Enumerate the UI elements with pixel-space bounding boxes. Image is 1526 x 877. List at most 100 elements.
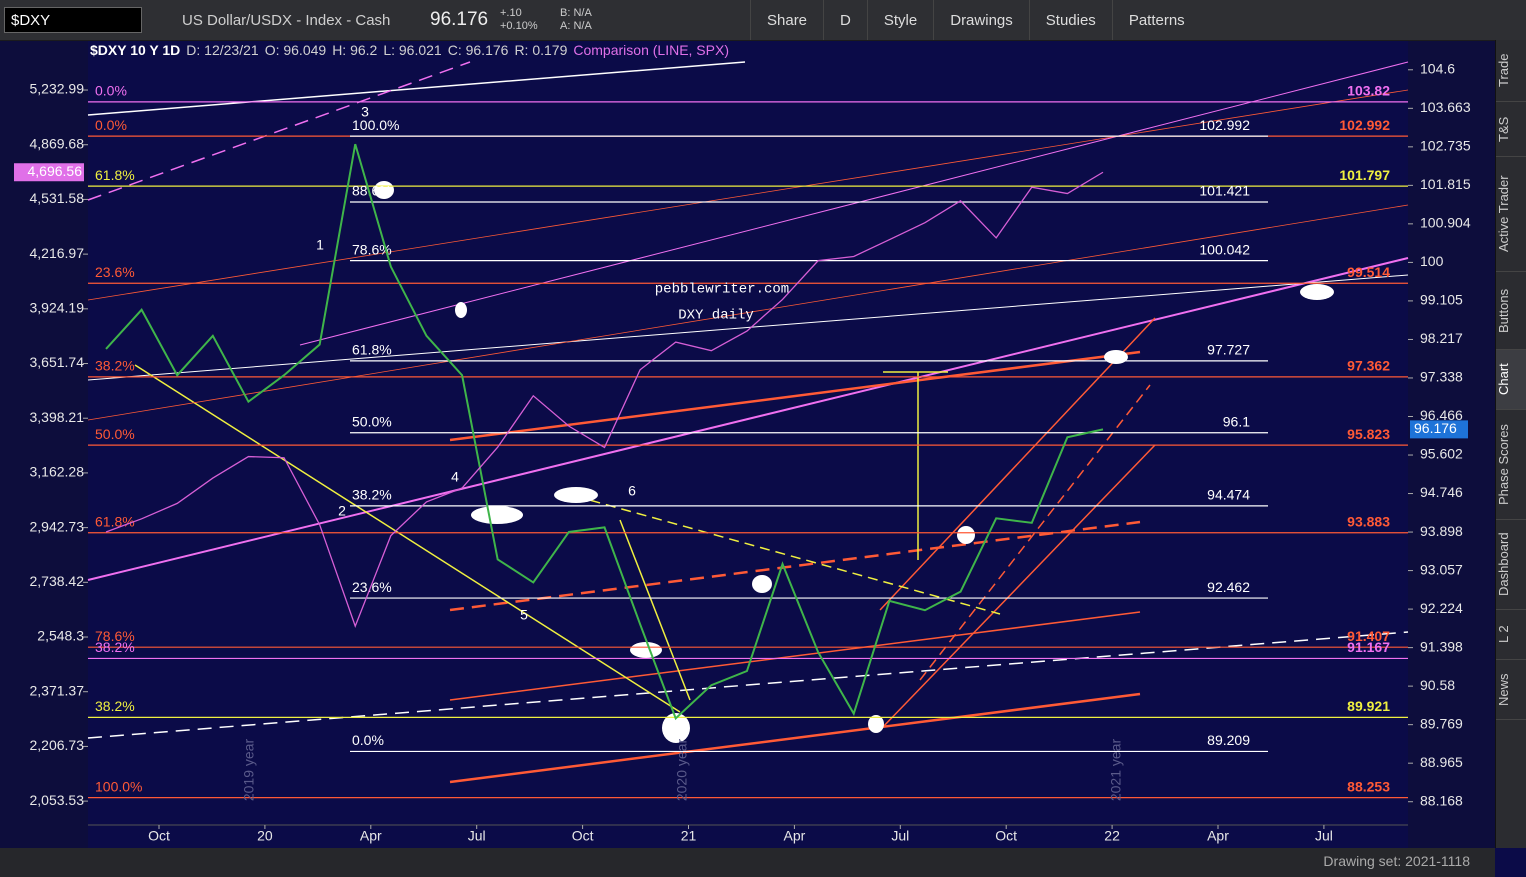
change-block: +.10 +0.10% xyxy=(500,7,560,33)
wave-label: 2 xyxy=(338,503,346,519)
fib-percent: 61.8% xyxy=(95,513,135,529)
drawing xyxy=(957,526,975,544)
drawing xyxy=(87,89,1409,301)
drawing xyxy=(87,631,1409,739)
fib-price: 97.727 xyxy=(1207,342,1250,358)
toolbar-button[interactable]: Studies xyxy=(1028,0,1112,40)
y-tick-label: 98.217 xyxy=(1420,330,1463,346)
y-tick-label: 100 xyxy=(1420,253,1444,269)
x-tick-label: Apr xyxy=(784,828,806,844)
toolbar-button[interactable]: Share xyxy=(750,0,823,40)
chart-background xyxy=(0,40,1495,848)
annotation: DXY daily xyxy=(678,308,754,324)
change: +.10 xyxy=(500,7,522,19)
y2-tick-label: 4,869.68 xyxy=(30,135,85,151)
drawing xyxy=(1104,350,1128,364)
fib-percent: 38.2% xyxy=(95,639,135,655)
wave-label: 5 xyxy=(520,607,528,623)
year-label: 2020 year xyxy=(674,739,690,802)
wave-label: 1 xyxy=(316,237,324,253)
fib-percent: 0.0% xyxy=(352,732,384,748)
toolbar-button[interactable]: Style xyxy=(866,0,933,40)
drawing xyxy=(449,350,1141,442)
y-tick-label: 95.602 xyxy=(1420,446,1463,462)
fib-price: 92.462 xyxy=(1207,579,1250,595)
year-label: 2021 year xyxy=(1108,739,1124,802)
sidebar-tab[interactable]: Dashboard xyxy=(1496,520,1526,610)
drawing xyxy=(134,364,681,713)
fib-price: 89.921 xyxy=(1347,698,1390,714)
series-line xyxy=(105,143,1104,721)
drawing xyxy=(87,61,746,116)
fib-percent: 88.6% xyxy=(352,183,392,199)
drawing xyxy=(574,495,1001,615)
toolbar-button[interactable]: Drawings xyxy=(933,0,1029,40)
y2-tick-label: 2,942.73 xyxy=(30,518,85,534)
y2-last-label: 4,696.56 xyxy=(28,163,83,179)
y-tick-label: 103.663 xyxy=(1420,99,1471,115)
y-tick-label: 93.898 xyxy=(1420,523,1463,539)
y2-tick-label: 2,738.42 xyxy=(30,573,85,589)
y2-tick-label: 3,162.28 xyxy=(30,464,85,480)
fib-percent: 38.2% xyxy=(95,358,135,374)
y2-tick-label: 3,651.74 xyxy=(30,354,85,370)
y-tick-label: 102.735 xyxy=(1420,138,1471,154)
sidebar-tab[interactable]: T&S xyxy=(1496,102,1526,157)
drawing xyxy=(879,317,1156,611)
sidebar-tab[interactable]: Active Trader xyxy=(1496,157,1526,272)
footer: Drawing set: 2021-1118 xyxy=(0,848,1495,877)
right-axis-panel xyxy=(1408,40,1495,848)
header-field: D: 12/23/21 xyxy=(186,42,259,58)
x-tick-label: Jul xyxy=(468,828,486,844)
fib-price: 97.362 xyxy=(1347,358,1390,374)
fib-percent: 78.6% xyxy=(352,241,392,257)
y-tick-label: 94.746 xyxy=(1420,484,1463,500)
x-tick-label: Apr xyxy=(360,828,382,844)
header-field: R: 0.179 xyxy=(514,42,568,58)
x-tick-label: Oct xyxy=(995,828,1017,844)
symbol-description: US Dollar/USDX - Index - Cash xyxy=(182,11,391,29)
y-tick-label: 100.904 xyxy=(1420,215,1471,231)
y2-tick-label: 4,216.97 xyxy=(30,245,85,261)
header-field: L: 96.021 xyxy=(383,42,442,58)
y2-tick-label: 2,206.73 xyxy=(30,737,85,753)
drawing xyxy=(752,575,772,593)
drawing xyxy=(449,520,1141,612)
y-tick-label: 93.057 xyxy=(1420,561,1463,577)
fib-price: 89.209 xyxy=(1207,732,1250,748)
symbol-input[interactable]: $DXY xyxy=(4,7,142,33)
fib-price: 93.883 xyxy=(1347,513,1390,529)
drawing xyxy=(554,487,598,503)
last-price-label: 96.176 xyxy=(1414,420,1457,436)
last-price-box xyxy=(1410,420,1468,439)
header-field: $DXY 10 Y 1D xyxy=(90,42,181,58)
fib-percent: 0.0% xyxy=(95,117,127,133)
y-tick-label: 88.168 xyxy=(1420,792,1463,808)
fib-price: 102.992 xyxy=(1339,117,1390,133)
sidebar-tab[interactable]: L 2 xyxy=(1496,610,1526,660)
fib-percent: 100.0% xyxy=(352,117,399,133)
x-tick-label: 22 xyxy=(1104,828,1120,844)
fib-price: 91.167 xyxy=(1347,639,1390,655)
comparison-label: Comparison (LINE, SPX) xyxy=(573,42,729,58)
drawing xyxy=(87,61,471,201)
series-line xyxy=(105,171,1104,629)
sidebar-tab[interactable]: Phase Scores xyxy=(1496,410,1526,520)
drawing xyxy=(1300,284,1334,300)
sidebar-tab[interactable]: Chart xyxy=(1496,350,1526,410)
drawing xyxy=(919,384,1151,681)
toolbar-button[interactable]: Patterns xyxy=(1111,0,1201,40)
left-axis-panel xyxy=(0,40,88,848)
sidebar-tab[interactable]: Trade xyxy=(1496,40,1526,102)
fib-price: 99.514 xyxy=(1347,264,1390,280)
y2-tick-label: 2,548.3 xyxy=(37,628,84,644)
drawing-set[interactable]: Drawing set: 2021-1118 xyxy=(1323,853,1470,869)
fib-price: 91.407 xyxy=(1347,628,1390,644)
sidebar-tab[interactable]: News xyxy=(1496,660,1526,720)
x-tick-label: Jul xyxy=(891,828,909,844)
fib-percent: 38.2% xyxy=(352,487,392,503)
fib-price: 95.823 xyxy=(1347,426,1390,442)
sidebar-tab[interactable]: Buttons xyxy=(1496,272,1526,350)
fib-price: 96.1 xyxy=(1223,413,1250,429)
toolbar-button[interactable]: D xyxy=(823,0,867,40)
